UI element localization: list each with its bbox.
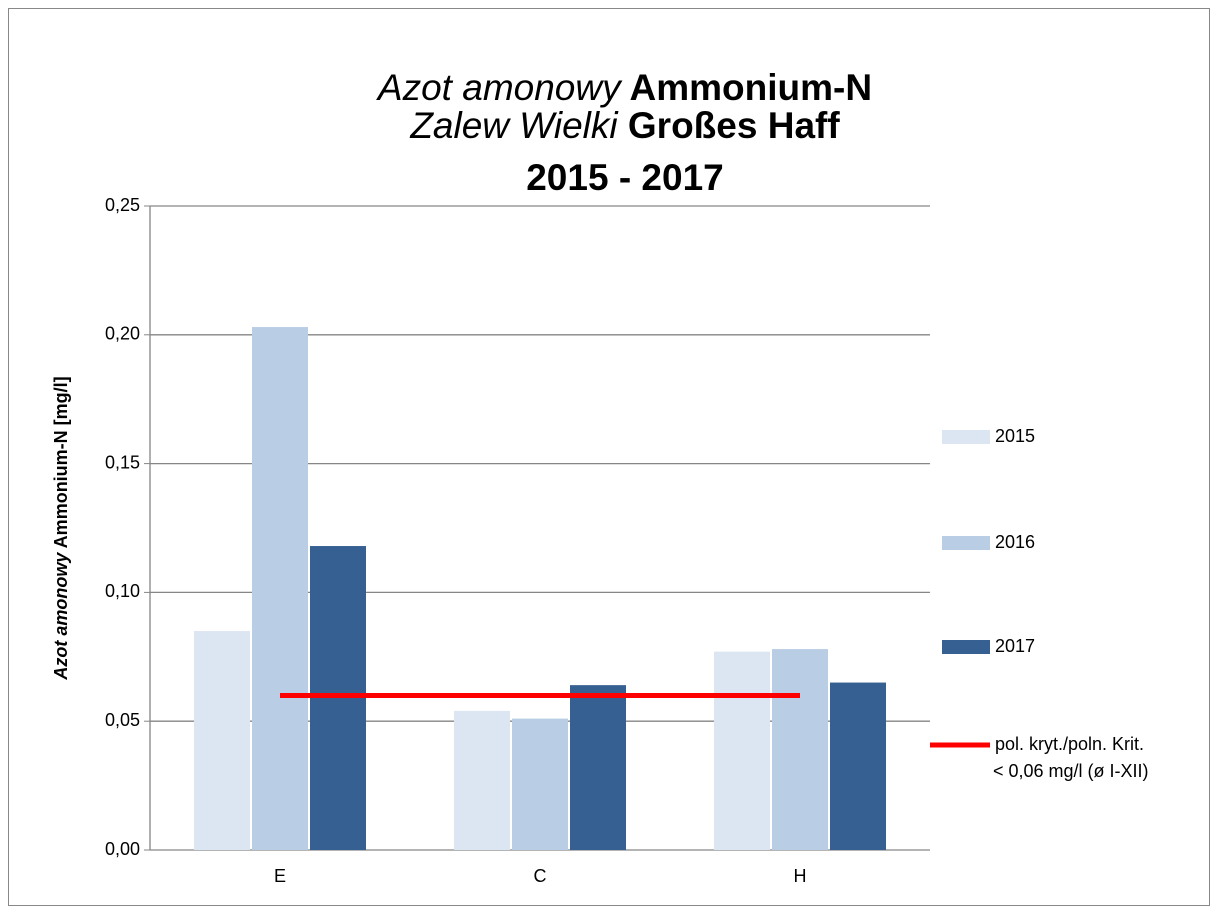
bar [772, 649, 828, 850]
y-tick-label: 0,10 [105, 581, 140, 601]
legend-swatch [942, 430, 990, 444]
y-axis-label: Azot amonowy Ammonium-N [mg/l] [51, 376, 71, 680]
legend-label: 2017 [995, 636, 1035, 656]
x-tick-label: H [794, 866, 807, 886]
bar [830, 682, 886, 850]
bar [194, 631, 250, 850]
legend-label: 2015 [995, 426, 1035, 446]
legend-swatch [942, 536, 990, 550]
y-tick-label: 0,15 [105, 452, 140, 472]
chart-title: 2015 - 2017 [526, 157, 724, 198]
bar [310, 546, 366, 850]
bar [454, 710, 510, 850]
x-tick-label: E [274, 866, 286, 886]
legend-label: pol. kryt./poln. Krit. [995, 734, 1144, 754]
legend-swatch [942, 640, 990, 654]
bar [512, 718, 568, 850]
chart-title: Zalew Wielki Großes Haff [409, 105, 840, 146]
y-tick-label: 0,20 [105, 324, 140, 344]
y-tick-label: 0,25 [105, 195, 140, 215]
legend-label: < 0,06 mg/l (ø I-XII) [993, 761, 1149, 781]
x-tick-label: C [534, 866, 547, 886]
bar [714, 651, 770, 850]
y-tick-label: 0,00 [105, 839, 140, 859]
bar [570, 685, 626, 850]
legend-label: 2016 [995, 532, 1035, 552]
y-tick-label: 0,05 [105, 710, 140, 730]
bar [252, 327, 308, 850]
chart-title: Azot amonowy Ammonium-N [376, 67, 872, 108]
